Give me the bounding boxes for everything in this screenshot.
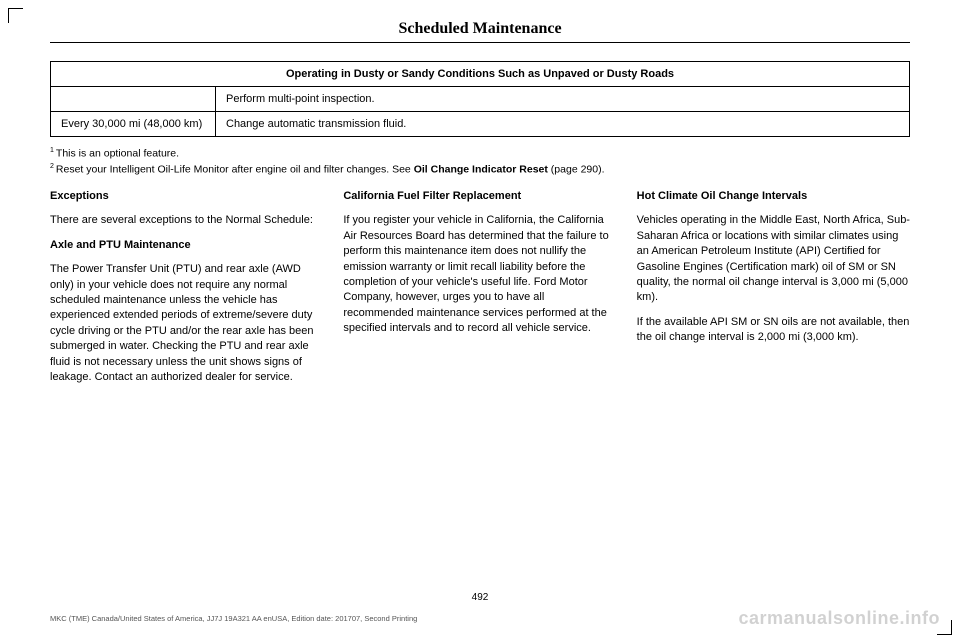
interval-cell bbox=[51, 87, 216, 112]
body-columns: Exceptions There are several exceptions … bbox=[50, 189, 910, 394]
body-text: There are several exceptions to the Norm… bbox=[50, 213, 323, 228]
watermark: carmanualsonline.info bbox=[738, 608, 940, 629]
column-left: Exceptions There are several exceptions … bbox=[50, 189, 323, 394]
task-cell: Perform multi-point inspection. bbox=[216, 87, 910, 112]
column-middle: California Fuel Filter Replacement If yo… bbox=[343, 189, 616, 394]
table-caption: Operating in Dusty or Sandy Conditions S… bbox=[51, 62, 910, 87]
footnote-text-a: Reset your Intelligent Oil-Life Monitor … bbox=[56, 163, 414, 175]
body-text: Vehicles operating in the Middle East, N… bbox=[637, 213, 910, 305]
subhead-axle: Axle and PTU Maintenance bbox=[50, 238, 323, 253]
subhead-hotclimate: Hot Climate Oil Change Intervals bbox=[637, 189, 910, 204]
crop-mark-tl bbox=[8, 8, 23, 23]
page-title: Scheduled Maintenance bbox=[50, 20, 910, 38]
subhead-california: California Fuel Filter Replacement bbox=[343, 189, 616, 204]
footnote-text: This is an optional feature. bbox=[56, 148, 179, 160]
interval-cell: Every 30,000 mi (48,000 km) bbox=[51, 112, 216, 137]
body-text: If you register your vehicle in Californ… bbox=[343, 213, 616, 336]
header-rule bbox=[50, 42, 910, 43]
footnote-bold: Oil Change Indicator Reset bbox=[414, 163, 548, 175]
publication-line: MKC (TME) Canada/United States of Americ… bbox=[50, 614, 417, 623]
footnote-sup: 1 bbox=[50, 147, 54, 154]
table-row: Every 30,000 mi (48,000 km) Change autom… bbox=[51, 112, 910, 137]
footnote-sup: 2 bbox=[50, 163, 54, 170]
table-row: Perform multi-point inspection. bbox=[51, 87, 910, 112]
task-cell: Change automatic transmission fluid. bbox=[216, 112, 910, 137]
maintenance-table: Operating in Dusty or Sandy Conditions S… bbox=[50, 61, 910, 137]
footnote-2: 2Reset your Intelligent Oil-Life Monitor… bbox=[50, 163, 910, 176]
column-right: Hot Climate Oil Change Intervals Vehicle… bbox=[637, 189, 910, 394]
footnote-1: 1This is an optional feature. bbox=[50, 147, 910, 160]
subhead-exceptions: Exceptions bbox=[50, 189, 323, 204]
page-number: 492 bbox=[0, 592, 960, 603]
footnote-text-c: (page 290). bbox=[548, 163, 605, 175]
body-text: If the available API SM or SN oils are n… bbox=[637, 315, 910, 346]
body-text: The Power Transfer Unit (PTU) and rear a… bbox=[50, 262, 323, 385]
